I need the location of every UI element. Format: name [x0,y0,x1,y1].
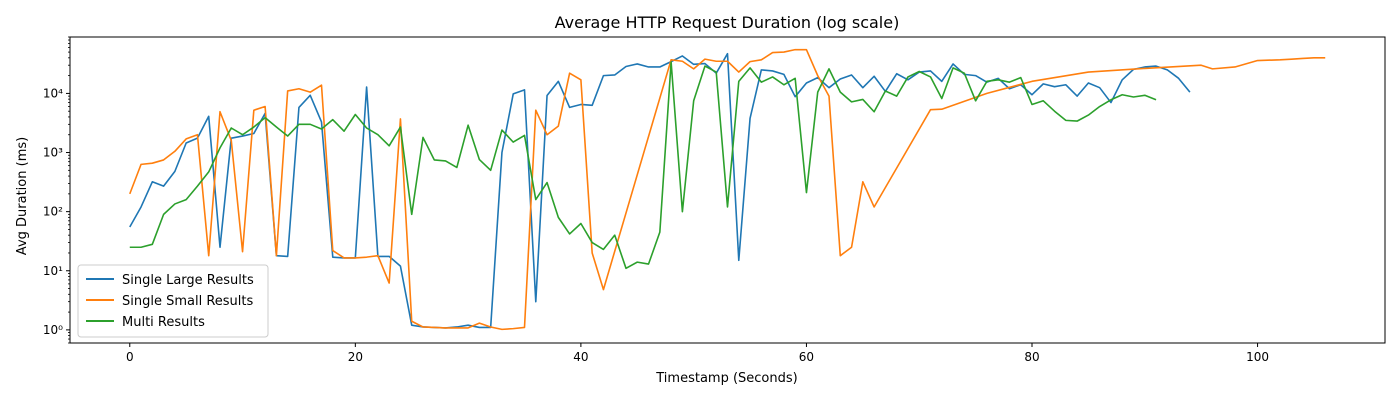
x-axis: 0 20 40 60 80 100 [126,343,1269,364]
x-tick-label: 100 [1246,350,1269,364]
x-tick-label: 60 [799,350,814,364]
series-line-1 [129,48,1326,331]
series-line-2 [129,61,1157,270]
x-tick-label: 0 [126,350,134,364]
legend-label-1: Single Small Results [122,294,254,309]
chart-title: Average HTTP Request Duration (log scale… [555,13,900,32]
x-tick-label: 20 [348,350,363,364]
legend-label-2: Multi Results [122,315,205,330]
legend-label-0: Single Large Results [122,273,254,288]
x-axis-label: Timestamp (Seconds) [655,371,797,386]
plot-frame [69,36,1386,344]
y-tick-label: 10⁴ [43,86,63,100]
y-axis-label: Avg Duration (ms) [15,137,30,255]
y-axis: 10⁰ 10¹ 10² 10³ 10⁴ [43,36,70,344]
legend: Single Large Results Single Small Results… [77,264,269,338]
series-line-0 [129,52,1191,329]
y-tick-label: 10³ [43,146,63,160]
plot-lines [129,48,1326,331]
y-tick-label: 10¹ [43,264,63,278]
x-tick-label: 40 [573,350,588,364]
y-tick-label: 10⁰ [43,323,63,337]
legend-box [77,264,269,338]
y-tick-label: 10² [43,205,63,219]
x-tick-label: 80 [1024,350,1039,364]
